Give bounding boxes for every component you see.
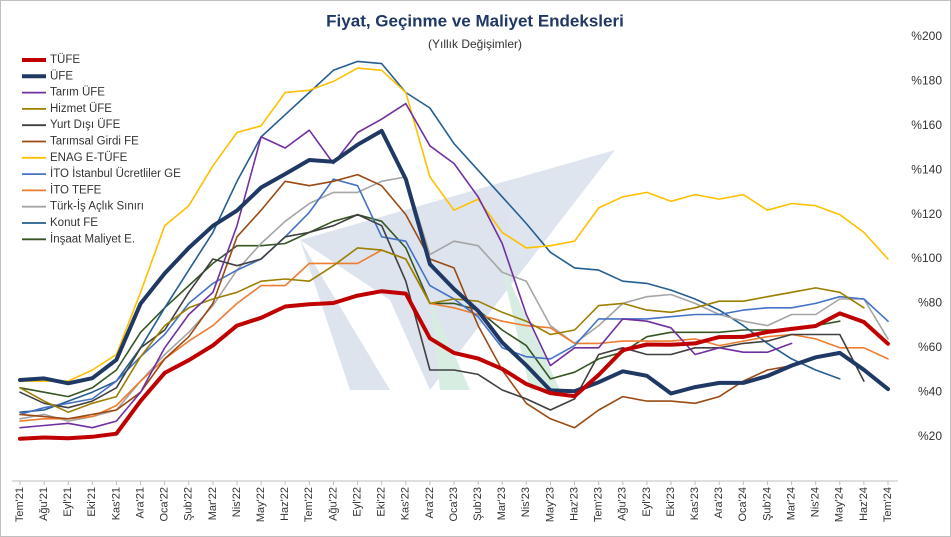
x-tick-label: May'22 xyxy=(255,487,267,522)
x-tick-label: Tem'22 xyxy=(303,487,315,522)
series-line xyxy=(18,128,890,396)
legend-label: Tarım ÜFE xyxy=(50,87,105,99)
x-tick-label: Nis'22 xyxy=(231,487,243,517)
y-tick-label: %180 xyxy=(911,74,942,88)
legend-label: ENAG E-TÜFE xyxy=(50,152,128,164)
x-tick-label: Eki'21 xyxy=(86,487,98,517)
y-tick-label: %200 xyxy=(911,29,942,43)
x-tick-label: Mar'23 xyxy=(496,487,508,520)
chart-title: Fiyat, Geçinme ve Maliyet Endeksleri xyxy=(326,11,624,30)
x-tick-label: May'24 xyxy=(834,487,846,522)
x-tick-label: Haz'23 xyxy=(568,487,580,521)
x-tick-label: Kas'22 xyxy=(400,487,412,520)
series-line xyxy=(19,102,793,429)
legend-label: Hizmet ÜFE xyxy=(50,103,112,115)
legend-label: TÜFE xyxy=(50,54,80,66)
legend-label: ÜFE xyxy=(50,70,73,82)
legend-label: Konut FE xyxy=(50,217,98,229)
x-tick-label: May'23 xyxy=(544,487,556,522)
x-tick-label: Ara'22 xyxy=(424,487,436,518)
x-tick-label: Ağu'23 xyxy=(617,487,629,521)
series-line xyxy=(19,173,793,429)
x-tick-label: Şub'22 xyxy=(183,487,195,521)
x-tick-label: Ağu'21 xyxy=(38,487,50,521)
x-tick-label: Ara'21 xyxy=(134,487,146,518)
x-tick-label: Eyl'21 xyxy=(62,487,74,517)
x-tick-label: Eyl'23 xyxy=(641,487,653,517)
x-tick-label: Tem'23 xyxy=(593,487,605,522)
x-tick-label: Şub'24 xyxy=(761,487,773,521)
legend-label: Tarımsal Girdi FE xyxy=(50,136,139,148)
y-tick-label: %80 xyxy=(918,296,942,310)
y-tick-label: %120 xyxy=(911,207,942,221)
x-tick-label: Oca'23 xyxy=(448,487,460,522)
x-tick-label: Ağu'22 xyxy=(327,487,339,521)
series-line xyxy=(19,247,865,413)
legend-label: İTO İstanbul Ücretliler GE xyxy=(50,167,181,180)
legend-label: İTO TEFE xyxy=(50,183,102,196)
series-line xyxy=(19,60,841,413)
x-tick-label: Haz'24 xyxy=(858,487,870,521)
series-line xyxy=(19,67,889,382)
y-tick-label: %20 xyxy=(918,429,942,443)
y-tick-label: %140 xyxy=(911,162,942,176)
x-tick-label: Mar'24 xyxy=(785,487,797,520)
x-tick-label: Nis'23 xyxy=(520,487,532,517)
y-tick-label: %40 xyxy=(918,384,942,398)
x-tick-label: Nis'24 xyxy=(810,487,822,517)
y-tick-label: %160 xyxy=(911,118,942,132)
x-tick-label: Haz'22 xyxy=(279,487,291,521)
y-tick-label: %60 xyxy=(918,340,942,354)
x-tick-label: Oca'22 xyxy=(159,487,171,522)
series-line xyxy=(18,289,890,441)
x-tick-label: Eyl'22 xyxy=(351,487,363,517)
x-tick-label: Oca'24 xyxy=(737,487,749,522)
x-tick-label: Kas'23 xyxy=(689,487,701,520)
legend-label: Yurt Dışı ÜFE xyxy=(50,119,121,131)
x-tick-label: Ara'23 xyxy=(713,487,725,518)
x-tick-label: Eki'22 xyxy=(376,487,388,517)
series-line xyxy=(19,213,865,411)
x-tick-label: Kas'21 xyxy=(110,487,122,520)
x-tick-label: Tem'21 xyxy=(14,487,26,522)
watermark xyxy=(300,150,615,390)
y-tick-label: %100 xyxy=(911,251,942,265)
chart-subtitle: (Yıllık Değişimler) xyxy=(428,37,522,51)
x-tick-label: Şub'23 xyxy=(472,487,484,521)
legend-label: İnşaat Maliyet E. xyxy=(50,232,135,245)
legend-label: Türk-İş Açlık Sınırı xyxy=(50,200,144,213)
x-tick-label: Mar'22 xyxy=(207,487,219,520)
x-tick-label: Tem'24 xyxy=(882,487,894,522)
series-line xyxy=(19,176,889,422)
x-tick-label: Eki'23 xyxy=(665,487,677,517)
